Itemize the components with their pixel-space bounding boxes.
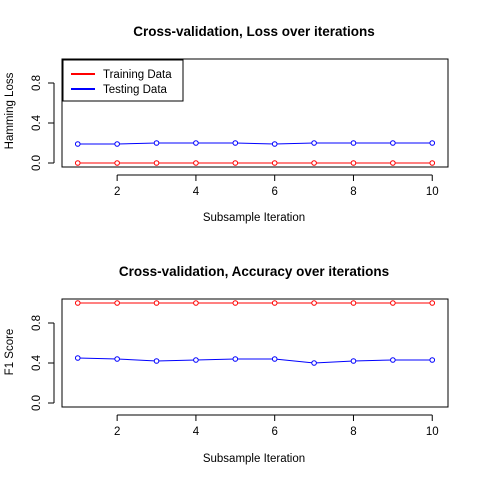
accuracy-series-testing-point (74, 355, 81, 361)
accuracy-series-training-point (193, 300, 199, 306)
accuracy-series-training-point (311, 300, 317, 306)
loss-series-testing-point (114, 141, 120, 147)
loss-series-training-point (311, 160, 317, 166)
loss-series-training-point (153, 160, 160, 166)
loss-series-training-point (232, 160, 239, 166)
loss-series-training-point (350, 160, 357, 166)
accuracy-series-training-point (350, 300, 357, 306)
loss-y-tick-label: 0.4 (31, 114, 43, 131)
legend-label: Training Data (103, 69, 172, 81)
loss-series-testing-point (429, 140, 436, 146)
accuracy-x-tick-label: 2 (114, 426, 120, 438)
accuracy-plot-frame (61, 298, 449, 408)
loss-x-tick-label: 10 (426, 186, 439, 198)
loss-series-testing-point (232, 140, 239, 146)
accuracy-series-testing-point (390, 357, 396, 363)
accuracy-series-testing-point (271, 356, 278, 362)
accuracy-y-tick-label: 0.4 (31, 354, 43, 371)
accuracy-series-training-point (390, 300, 396, 306)
loss-plot-frame (61, 58, 449, 168)
loss-x-tick-label: 6 (271, 186, 277, 198)
loss-series-training-point (114, 160, 120, 166)
legend-box (62, 59, 184, 102)
loss-series-testing-point (311, 140, 317, 146)
accuracy-plot-panel: Cross-validation, Accuracy over iteratio… (4, 264, 449, 465)
accuracy-series-testing-point (429, 357, 436, 363)
loss-plot-x-axis-label: Subsample Iteration (203, 212, 305, 224)
loss-series-testing-point (350, 140, 357, 146)
accuracy-series-training-point (114, 300, 120, 306)
accuracy-series-testing-line (77, 357, 433, 364)
accuracy-x-tick-label: 10 (426, 426, 439, 438)
accuracy-series-testing-point (114, 356, 120, 362)
accuracy-series-testing-point (153, 358, 160, 364)
loss-series-training-point (429, 160, 436, 166)
accuracy-series-training-point (153, 300, 160, 306)
loss-x-tick-label: 2 (114, 186, 120, 198)
accuracy-series-testing-point (311, 360, 317, 366)
loss-x-tick-label: 4 (193, 186, 200, 198)
loss-series-testing-point (390, 140, 396, 146)
loss-y-tick-label: 0.0 (31, 155, 43, 171)
loss-series-training-point (193, 160, 199, 166)
accuracy-plot-x-axis-label: Subsample Iteration (203, 453, 305, 465)
loss-series-testing-point (74, 141, 81, 147)
accuracy-y-tick-label: 0.0 (31, 395, 43, 411)
loss-y-tick-label: 0.8 (31, 75, 43, 91)
accuracy-series-training-point (429, 300, 436, 306)
loss-series-training-point (390, 160, 396, 166)
loss-series-training-point (271, 160, 278, 166)
loss-legend: Training Data Testing Data (62, 59, 184, 102)
accuracy-x-tick-label: 8 (350, 426, 356, 438)
accuracy-y-tick-label: 0.8 (31, 315, 43, 331)
loss-series-testing-point (271, 141, 278, 147)
loss-series-testing-line (77, 142, 433, 145)
loss-plot-title: Cross-validation, Loss over iterations (133, 24, 375, 39)
loss-series-testing-point (193, 140, 199, 146)
loss-plot-panel: Cross-validation, Loss over iterations S… (4, 24, 449, 224)
accuracy-plot-y-axis-label: F1 Score (4, 329, 16, 376)
accuracy-x-tick-label: 4 (193, 426, 200, 438)
loss-x-tick-label: 8 (350, 186, 356, 198)
accuracy-series-training-point (232, 300, 239, 306)
loss-plot-y-axis-label: Hamming Loss (4, 72, 16, 149)
loss-series-testing-point (153, 140, 160, 146)
accuracy-series-training-point (74, 300, 81, 306)
accuracy-series-training-point (271, 300, 278, 306)
accuracy-series-testing-point (193, 357, 199, 363)
accuracy-plot-title: Cross-validation, Accuracy over iteratio… (119, 264, 389, 279)
loss-series-training-point (74, 160, 81, 166)
accuracy-series-testing-point (232, 356, 239, 362)
accuracy-series-testing-point (350, 358, 357, 364)
accuracy-x-tick-label: 6 (271, 426, 277, 438)
legend-label: Testing Data (103, 84, 168, 96)
